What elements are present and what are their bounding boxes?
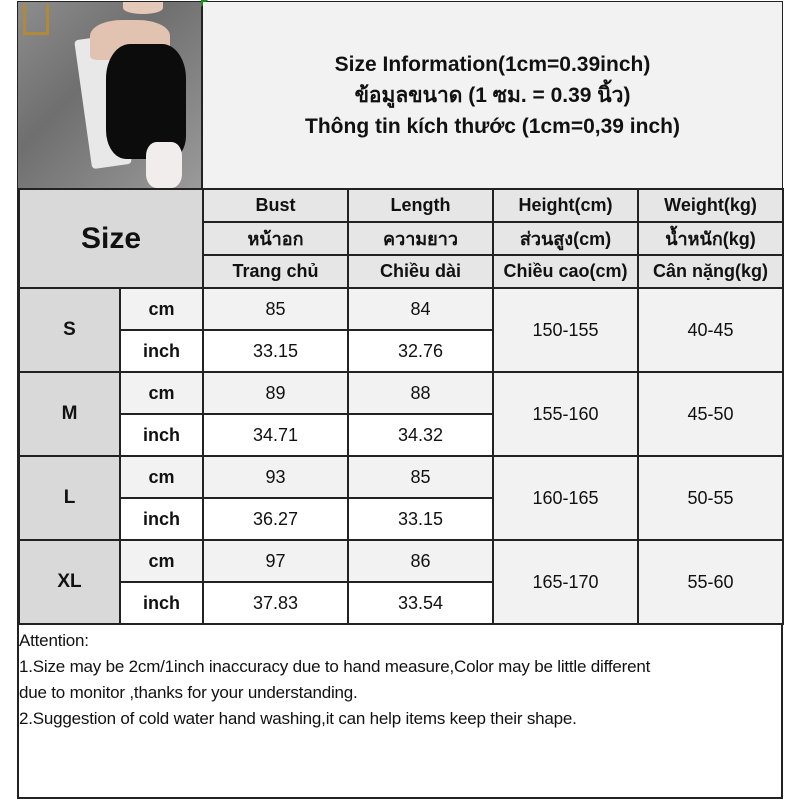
- notes-line-3: 2.Suggestion of cold water hand washing,…: [19, 709, 577, 728]
- unit-cm: cm: [119, 539, 204, 583]
- header-bust-vi: Trang chủ: [202, 254, 349, 289]
- length-cm: 85: [347, 455, 494, 499]
- header-height: Height(cm): [492, 188, 639, 223]
- title-vietnamese: Thông tin kích thước (1cm=0,39 inch): [305, 114, 680, 138]
- notes-line-1: 1.Size may be 2cm/1inch inaccuracy due t…: [19, 657, 651, 676]
- height-range: 165-170: [492, 539, 639, 625]
- length-inch: 33.15: [347, 497, 494, 541]
- header-bust-thai: หน้าอก: [202, 221, 349, 256]
- length-inch: 32.76: [347, 329, 494, 373]
- height-range: 160-165: [492, 455, 639, 541]
- bust-cm: 85: [202, 287, 349, 331]
- header-length: Length: [347, 188, 494, 223]
- unit-inch: inch: [119, 497, 204, 541]
- bust-cm: 97: [202, 539, 349, 583]
- header-weight: Weight(kg): [637, 188, 784, 223]
- notes-line-2: due to monitor ,thanks for your understa…: [19, 683, 358, 702]
- size-information-title: Size Information(1cm=0.39inch) ข้อมูลขนา…: [203, 2, 782, 188]
- weight-range: 40-45: [637, 287, 784, 373]
- bust-cm: 93: [202, 455, 349, 499]
- title-english: Size Information(1cm=0.39inch): [334, 52, 651, 76]
- size-row-inch: inch 34.71 34.32: [19, 413, 783, 457]
- header-height-thai: ส่วนสูง(cm): [492, 221, 639, 256]
- height-range: 150-155: [492, 287, 639, 373]
- size-label: S: [18, 287, 121, 373]
- size-label: XL: [18, 539, 121, 625]
- length-cm: 88: [347, 371, 494, 415]
- header-weight-vi: Cân nặng(kg): [637, 254, 784, 289]
- header-row-vietnamese: Trang chủ Chiều dài Chiều cao(cm) Cân nặ…: [19, 254, 784, 289]
- header-length-vi: Chiều dài: [347, 254, 494, 289]
- size-row-cm: L cm 93 85 160-165 50-55: [18, 455, 784, 541]
- size-row-cm: XL cm 97 86 165-170 55-60: [18, 539, 784, 625]
- header-bust: Bust: [202, 188, 349, 223]
- title-thai: ข้อมูลขนาด (1 ซม. = 0.39 นิ้ว): [354, 83, 631, 107]
- length-cm: 86: [347, 539, 494, 583]
- header-height-vi: Chiều cao(cm): [492, 254, 639, 289]
- notes-heading: Attention:: [19, 631, 89, 650]
- weight-range: 50-55: [637, 455, 784, 541]
- bust-cm: 89: [202, 371, 349, 415]
- weight-range: 45-50: [637, 371, 784, 457]
- attention-notes: Attention: 1.Size may be 2cm/1inch inacc…: [19, 628, 779, 732]
- length-inch: 33.54: [347, 581, 494, 625]
- weight-range: 55-60: [637, 539, 784, 625]
- size-label: M: [18, 371, 121, 457]
- size-row-cm: S cm 85 84 150-155 40-45: [18, 287, 784, 373]
- size-row-inch: inch 36.27 33.15: [19, 497, 783, 541]
- header-weight-thai: น้ำหนัก(kg): [637, 221, 784, 256]
- unit-inch: inch: [119, 329, 204, 373]
- header-row-english: Size Bust Length Height(cm) Weight(kg): [18, 188, 784, 289]
- size-row-cm: M cm 89 88 155-160 45-50: [18, 371, 784, 457]
- height-range: 155-160: [492, 371, 639, 457]
- unit-cm: cm: [119, 455, 204, 499]
- product-photo: [18, 2, 203, 188]
- bust-inch: 36.27: [202, 497, 349, 541]
- length-cm: 84: [347, 287, 494, 331]
- bust-inch: 34.71: [202, 413, 349, 457]
- length-inch: 34.32: [347, 413, 494, 457]
- header-row-thai: หน้าอก ความยาว ส่วนสูง(cm) น้ำหนัก(kg): [19, 221, 784, 256]
- size-row-inch: inch 37.83 33.54: [19, 581, 783, 625]
- size-table: Size Bust Length Height(cm) Weight(kg) ห…: [18, 188, 784, 625]
- header-length-thai: ความยาว: [347, 221, 494, 256]
- bust-inch: 37.83: [202, 581, 349, 625]
- size-label: L: [18, 455, 121, 541]
- bust-inch: 33.15: [202, 329, 349, 373]
- size-row-inch: inch 33.15 32.76: [19, 329, 783, 373]
- size-header: Size: [18, 188, 204, 289]
- unit-inch: inch: [119, 581, 204, 625]
- unit-inch: inch: [119, 413, 204, 457]
- unit-cm: cm: [119, 287, 204, 331]
- unit-cm: cm: [119, 371, 204, 415]
